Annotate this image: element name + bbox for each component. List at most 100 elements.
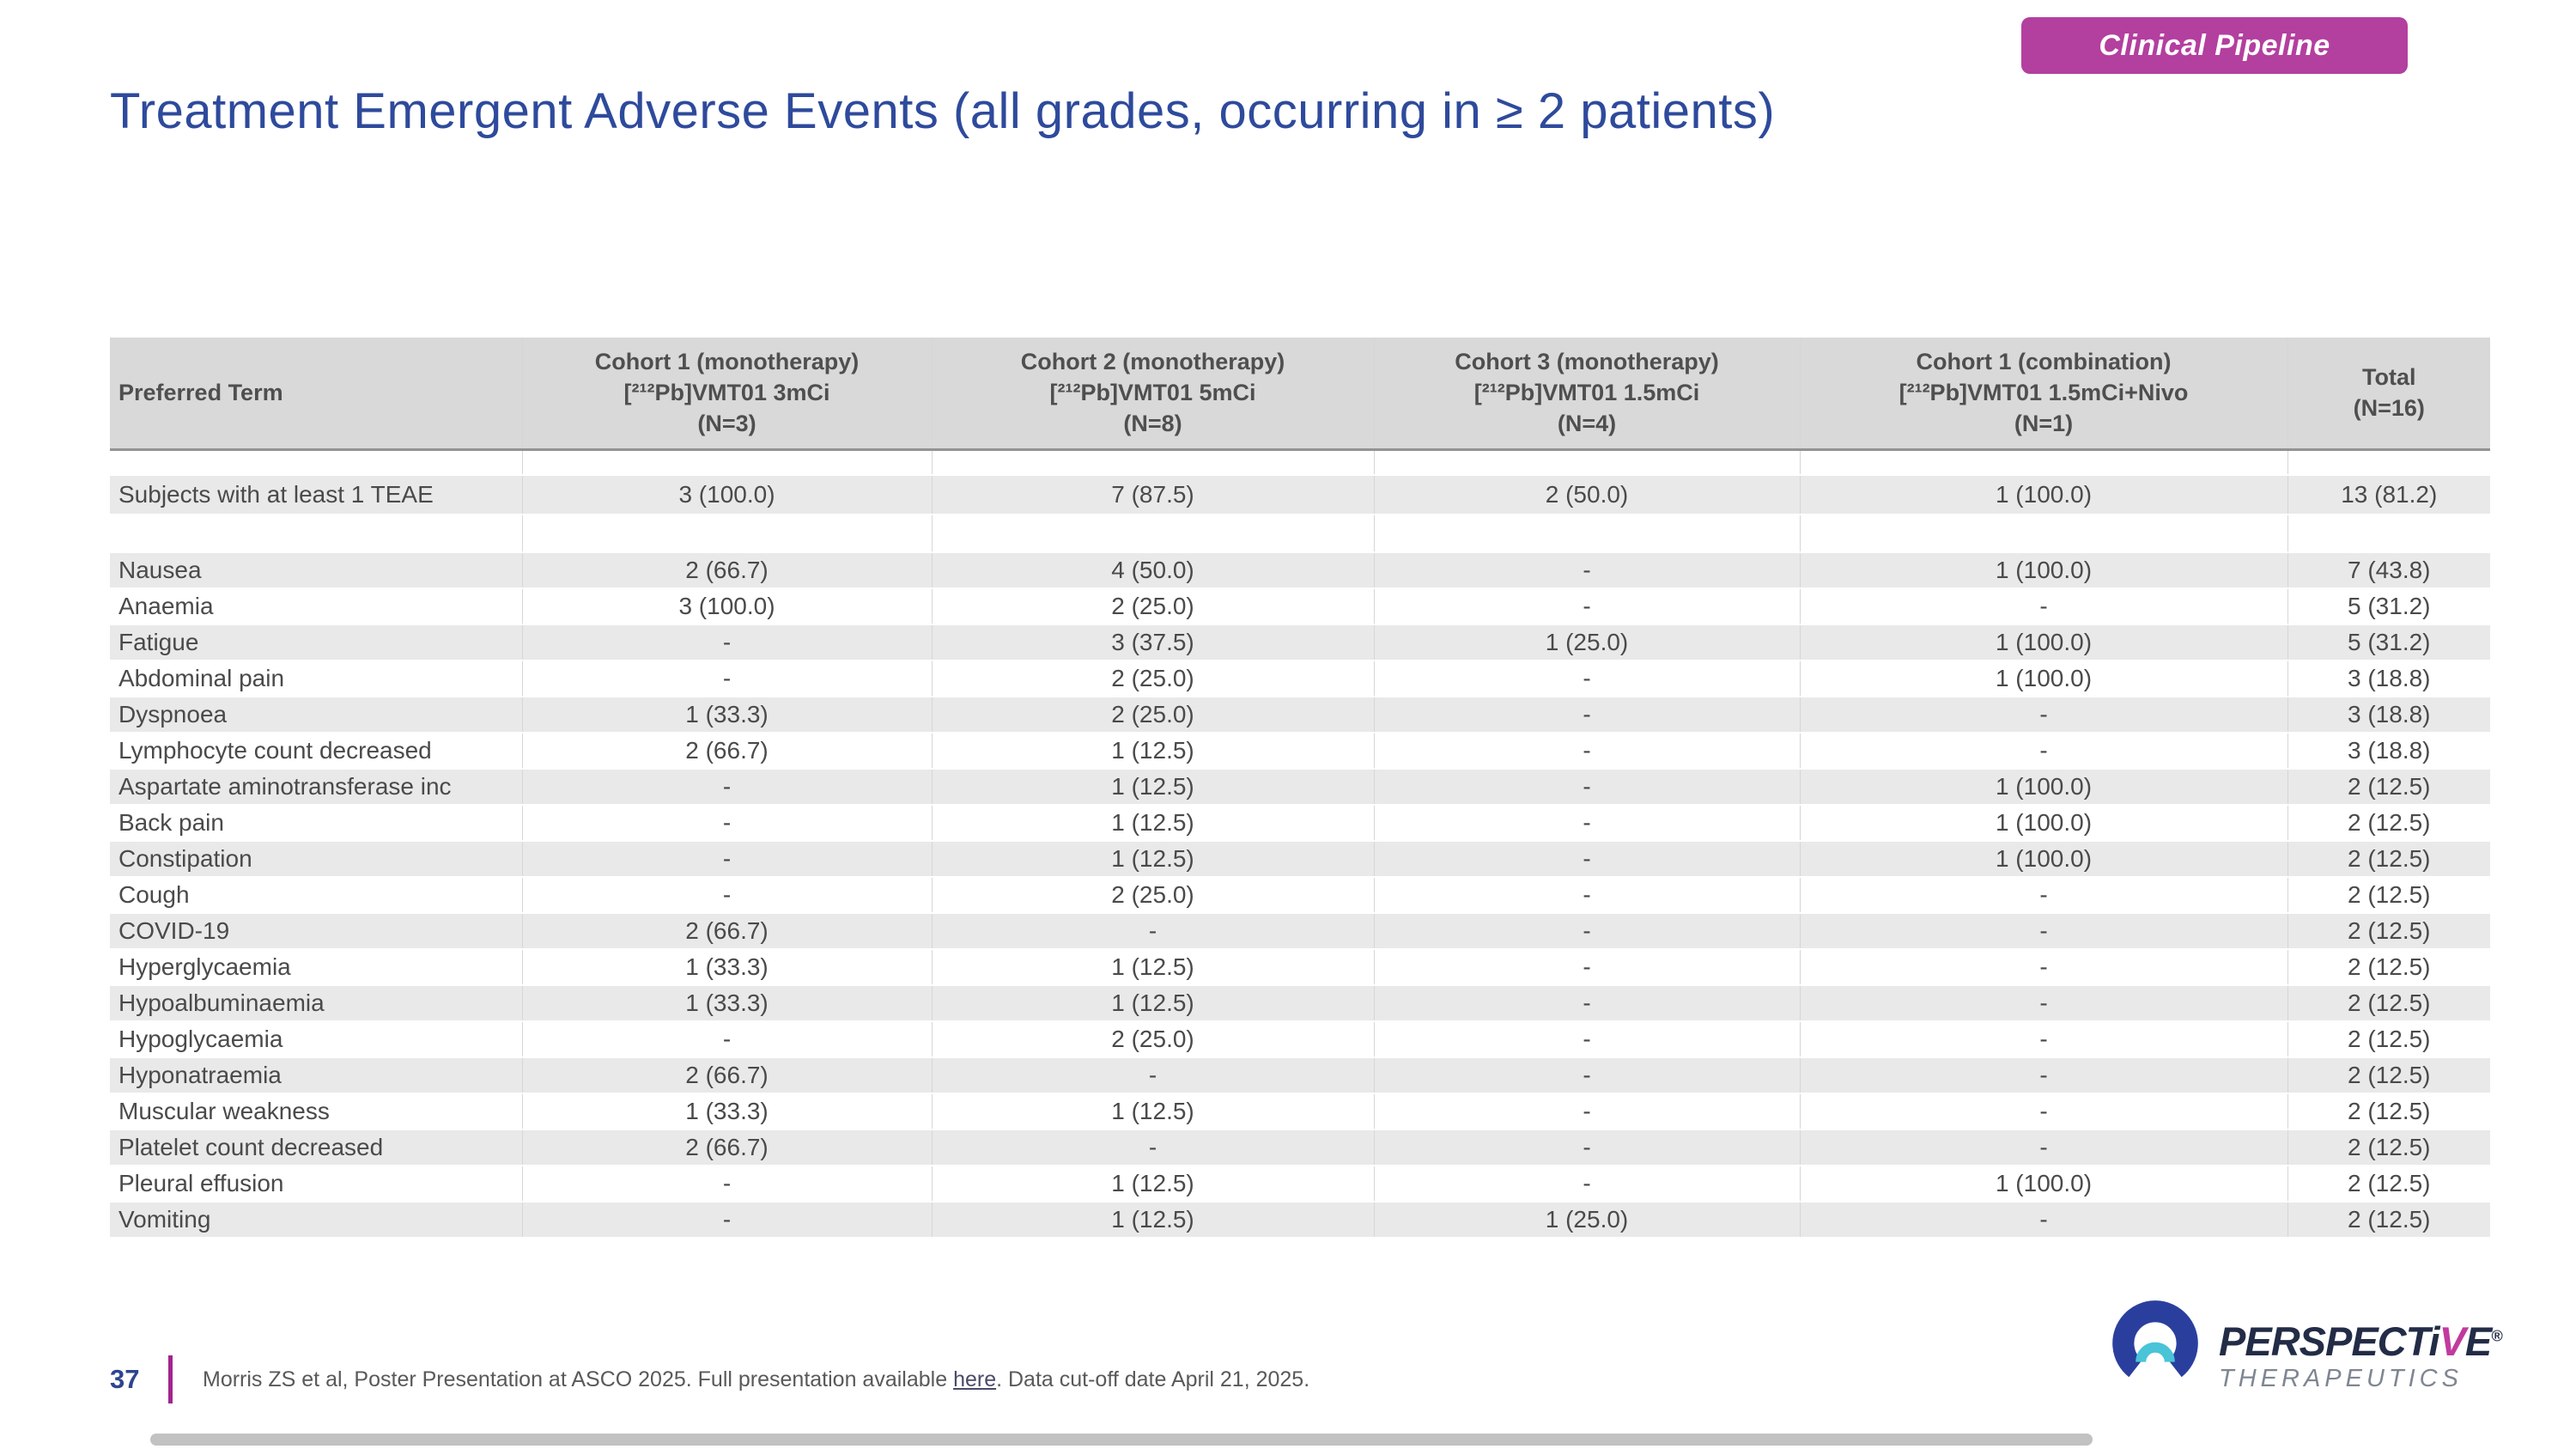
cell-preferred-term: Aspartate aminotransferase inc bbox=[110, 769, 523, 805]
cell-preferred-term: Muscular weakness bbox=[110, 1093, 523, 1129]
cell-value: 1 (100.0) bbox=[1800, 552, 2288, 588]
cell-value bbox=[2287, 449, 2490, 475]
cell-preferred-term: Back pain bbox=[110, 805, 523, 841]
cell-preferred-term bbox=[110, 514, 523, 552]
cell-value: 2 (12.5) bbox=[2287, 913, 2490, 949]
cell-value bbox=[932, 514, 1375, 552]
cell-value: - bbox=[1374, 733, 1801, 769]
cell-value: 2 (12.5) bbox=[2348, 1026, 2431, 1052]
cell-value: 1 (100.0) bbox=[1800, 805, 2288, 841]
table-body: Subjects with at least 1 TEAE 3 (100.0) 7 … bbox=[110, 449, 2490, 1238]
table-row: Constipation -1 (12.5) -1 (100.0) 2 (12.5) bbox=[110, 841, 2490, 877]
cell-value bbox=[932, 449, 1375, 475]
cell-value bbox=[522, 449, 933, 475]
cell-value: 1 (12.5) bbox=[932, 949, 1375, 985]
logo-text: PERSPECTiVE® THERAPEUTICS bbox=[2219, 1297, 2503, 1393]
cell-value: - bbox=[522, 1202, 933, 1238]
cell-preferred-term: Anaemia bbox=[110, 588, 523, 624]
cell-preferred-term: Nausea bbox=[110, 552, 523, 588]
cell-value bbox=[1800, 449, 2288, 475]
cell-value: 5 (31.2) bbox=[2348, 593, 2431, 619]
table-row: Cough -2 (25.0) - -2 (12.5) bbox=[110, 877, 2490, 913]
cell-value: 7 (43.8) bbox=[2287, 552, 2490, 588]
cell-value: - bbox=[1374, 697, 1801, 733]
cell-value: - bbox=[1374, 841, 1801, 877]
cell-value: - bbox=[1800, 877, 2288, 913]
table-row: Hyperglycaemia 1 (33.3) 1 (12.5) - -2 (12.5) bbox=[110, 949, 2490, 985]
cell-value: 2 (12.5) bbox=[2287, 841, 2490, 877]
cell-value: 2 (12.5) bbox=[2348, 953, 2431, 980]
cell-value: 1 (33.3) bbox=[522, 949, 933, 985]
citation-prefix: Morris ZS et al, Poster Presentation at … bbox=[203, 1367, 954, 1391]
cell-value: 2 (25.0) bbox=[932, 588, 1375, 624]
page-number: 37 bbox=[110, 1364, 140, 1394]
cell-value: 3 (100.0) bbox=[522, 475, 933, 514]
table-row: Vomiting -1 (12.5) 1 (25.0) -2 (12.5) bbox=[110, 1202, 2490, 1238]
cell-value: 13 (81.2) bbox=[2287, 475, 2490, 514]
spacer-row bbox=[110, 449, 2490, 475]
spacer-row bbox=[110, 514, 2490, 552]
cell-value: - bbox=[1374, 985, 1801, 1021]
cell-value: - bbox=[522, 661, 933, 697]
registered-mark: ® bbox=[2491, 1327, 2502, 1345]
citation-here-link[interactable]: here bbox=[953, 1367, 997, 1391]
footer-divider-bar bbox=[168, 1355, 173, 1403]
cell-value: 2 (12.5) bbox=[2287, 985, 2490, 1021]
cell-value: - bbox=[522, 841, 933, 877]
cell-value: 1 (33.3) bbox=[522, 697, 933, 733]
cell-value: 1 (25.0) bbox=[1374, 1202, 1801, 1238]
cell-value: 1 (25.0) bbox=[1374, 624, 1801, 661]
cell-value: 2 (12.5) bbox=[2348, 1170, 2431, 1196]
logo-subtitle: THERAPEUTICS bbox=[2219, 1365, 2463, 1392]
cell-preferred-term: COVID-19 bbox=[110, 913, 523, 949]
cell-value: 2 (12.5) bbox=[2287, 769, 2490, 805]
cell-value: 1 (100.0) bbox=[1800, 624, 2288, 661]
col-header-cohort-5: Total (N=16) bbox=[2287, 338, 2490, 451]
cell-value: - bbox=[932, 913, 1375, 949]
logo-word-v: V bbox=[2439, 1318, 2466, 1364]
cell-value: 1 (100.0) bbox=[1800, 661, 2288, 697]
logo-word-e: E bbox=[2464, 1318, 2492, 1364]
cell-value: - bbox=[1374, 552, 1801, 588]
cell-value: - bbox=[1800, 1057, 2288, 1093]
cell-value: 2 (25.0) bbox=[932, 661, 1375, 697]
cell-preferred-term: Pleural effusion bbox=[110, 1166, 523, 1202]
cell-value: - bbox=[1800, 1021, 2288, 1057]
cell-value: 3 (18.8) bbox=[2287, 697, 2490, 733]
cell-value: 2 (66.7) bbox=[522, 733, 933, 769]
cell-value: - bbox=[1800, 949, 2288, 985]
summary-row: Subjects with at least 1 TEAE 3 (100.0) 7 … bbox=[110, 475, 2490, 514]
cell-value: 1 (100.0) bbox=[1800, 769, 2288, 805]
cell-value: 1 (12.5) bbox=[932, 1166, 1375, 1202]
cell-value: - bbox=[1800, 985, 2288, 1021]
cell-value: 1 (12.5) bbox=[932, 985, 1375, 1021]
table-header-row: Preferred Term Cohort 1 (monotherapy) [²¹… bbox=[110, 338, 2490, 451]
cell-value: 2 (12.5) bbox=[2348, 1098, 2431, 1124]
cell-value: 1 (100.0) bbox=[1800, 1166, 2288, 1202]
cell-value bbox=[1374, 449, 1801, 475]
cell-preferred-term: Hypoglycaemia bbox=[110, 1021, 523, 1057]
table-row: COVID-19 2 (66.7) - - -2 (12.5) bbox=[110, 913, 2490, 949]
cell-value: 2 (66.7) bbox=[522, 552, 933, 588]
table-row: Muscular weakness 1 (33.3) 1 (12.5) - -2 (12… bbox=[110, 1093, 2490, 1129]
cell-value bbox=[2287, 514, 2490, 552]
cell-value: 1 (33.3) bbox=[522, 1093, 933, 1129]
cell-value: - bbox=[1800, 1093, 2288, 1129]
cell-value: 2 (12.5) bbox=[2287, 1057, 2490, 1093]
cell-value: 7 (87.5) bbox=[932, 475, 1375, 514]
cell-value: - bbox=[932, 1129, 1375, 1166]
table-row: Dyspnoea 1 (33.3) 2 (25.0) - -3 (18.8) bbox=[110, 697, 2490, 733]
cell-value: - bbox=[1374, 949, 1801, 985]
citation: Morris ZS et al, Poster Presentation at … bbox=[203, 1367, 1309, 1392]
cell-value: - bbox=[522, 1021, 933, 1057]
cell-value: - bbox=[1374, 1021, 1801, 1057]
teae-table-container: Preferred Term Cohort 1 (monotherapy) [²¹… bbox=[110, 338, 2490, 1239]
table-row: Lymphocyte count decreased 2 (66.7) 1 (12.… bbox=[110, 733, 2490, 769]
cell-value: 2 (66.7) bbox=[522, 1129, 933, 1166]
cell-value: - bbox=[522, 769, 933, 805]
horizontal-scrollbar-thumb[interactable] bbox=[150, 1434, 2093, 1446]
cell-value: - bbox=[1800, 913, 2288, 949]
cell-value: 2 (12.5) bbox=[2287, 1202, 2490, 1238]
cell-value: 3 (100.0) bbox=[522, 588, 933, 624]
